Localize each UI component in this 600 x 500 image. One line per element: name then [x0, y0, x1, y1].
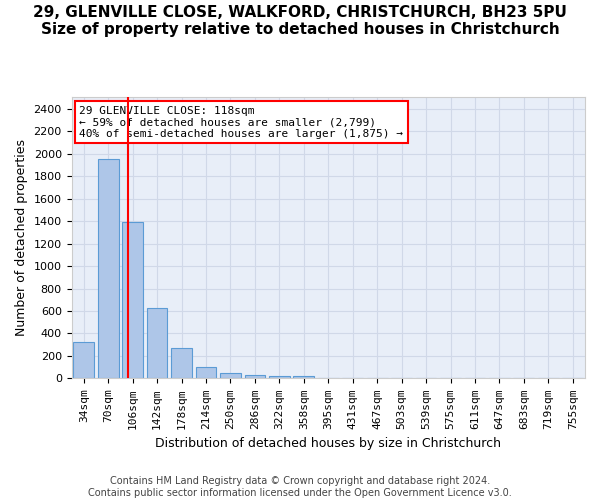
Y-axis label: Number of detached properties: Number of detached properties: [15, 140, 28, 336]
Bar: [73, 342, 94, 378]
Bar: [293, 376, 314, 378]
Bar: [122, 222, 143, 378]
Bar: [196, 367, 217, 378]
Bar: [147, 308, 167, 378]
Text: 29, GLENVILLE CLOSE, WALKFORD, CHRISTCHURCH, BH23 5PU
Size of property relative : 29, GLENVILLE CLOSE, WALKFORD, CHRISTCHU…: [33, 5, 567, 38]
Text: Contains HM Land Registry data © Crown copyright and database right 2024.
Contai: Contains HM Land Registry data © Crown c…: [88, 476, 512, 498]
Text: 29 GLENVILLE CLOSE: 118sqm
← 59% of detached houses are smaller (2,799)
40% of s: 29 GLENVILLE CLOSE: 118sqm ← 59% of deta…: [79, 106, 403, 139]
Bar: [220, 373, 241, 378]
X-axis label: Distribution of detached houses by size in Christchurch: Distribution of detached houses by size …: [155, 437, 501, 450]
Bar: [171, 348, 192, 378]
Bar: [98, 159, 119, 378]
Bar: [245, 374, 265, 378]
Bar: [269, 376, 290, 378]
